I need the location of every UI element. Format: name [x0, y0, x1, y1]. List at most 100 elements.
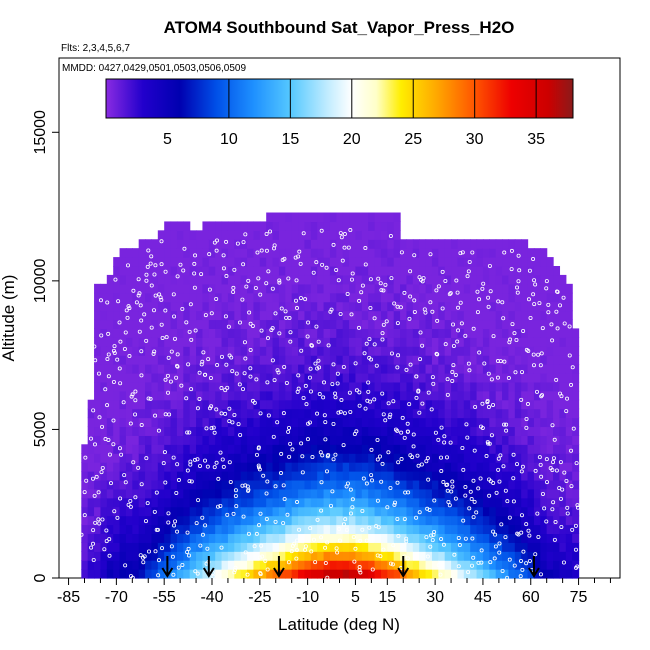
sample-point — [204, 426, 209, 431]
field-cell — [259, 257, 267, 267]
field-cell — [419, 266, 427, 276]
field-cell — [553, 497, 561, 508]
field-cell — [253, 497, 261, 508]
field-cell — [310, 479, 318, 490]
field-cell — [546, 515, 554, 526]
sample-point — [102, 547, 107, 552]
field-cell — [431, 364, 439, 374]
field-cell — [546, 355, 554, 365]
field-cell — [438, 471, 446, 481]
field-cell — [183, 533, 191, 543]
field-cell — [406, 310, 414, 321]
field-cell — [438, 239, 446, 249]
field-cell — [502, 417, 510, 428]
field-cell — [329, 399, 337, 410]
field-cell — [310, 560, 318, 570]
field-cell — [349, 337, 357, 347]
field-cell — [565, 497, 573, 508]
field-cell — [387, 319, 395, 329]
field-cell — [502, 506, 510, 517]
field-cell — [215, 488, 223, 499]
field-cell — [387, 328, 395, 338]
colorbar-tick-label: 25 — [404, 131, 422, 148]
field-cell — [361, 248, 369, 258]
field-cell — [151, 417, 159, 428]
field-cell — [368, 328, 376, 338]
field-cell — [425, 266, 433, 276]
sample-point — [292, 541, 297, 546]
sample-point — [463, 333, 468, 338]
sample-point — [420, 401, 425, 406]
field-cell — [106, 372, 114, 383]
field-cell — [482, 426, 490, 436]
sample-point — [198, 543, 203, 548]
field-cell — [310, 462, 318, 472]
field-cell — [240, 239, 248, 249]
field-cell — [125, 426, 133, 436]
field-cell — [304, 274, 312, 285]
sample-point — [475, 310, 480, 315]
field-cell — [304, 355, 312, 365]
field-cell — [329, 506, 337, 517]
field-cell — [215, 266, 223, 276]
field-cell — [81, 444, 89, 454]
field-cell — [514, 355, 522, 365]
field-cell — [164, 417, 172, 428]
field-cell — [196, 479, 204, 490]
sample-point — [326, 452, 331, 457]
field-cell — [310, 515, 318, 526]
sample-point — [535, 389, 540, 394]
sample-point — [562, 470, 567, 475]
field-cell — [419, 364, 427, 374]
field-cell — [266, 462, 274, 472]
field-cell — [317, 328, 325, 338]
sample-point — [426, 477, 431, 482]
field-cell — [495, 542, 503, 552]
field-cell — [393, 408, 401, 419]
field-cell — [183, 230, 191, 240]
sample-point — [261, 473, 266, 478]
field-cell — [463, 381, 471, 392]
sample-point — [348, 228, 353, 233]
field-cell — [489, 417, 497, 428]
sample-point — [334, 267, 339, 272]
field-cell — [323, 257, 331, 267]
field-cell — [202, 399, 210, 410]
field-cell — [132, 479, 140, 490]
field-cell — [553, 399, 561, 410]
sample-point — [236, 422, 241, 427]
sample-point — [282, 497, 287, 502]
sample-point — [178, 262, 183, 267]
sample-point — [145, 264, 150, 269]
field-cell — [132, 355, 140, 365]
field-cell — [208, 533, 216, 543]
field-cell — [336, 533, 344, 543]
sample-point — [480, 425, 485, 430]
field-cell — [119, 435, 127, 445]
field-cell — [151, 328, 159, 338]
sample-point — [224, 362, 229, 367]
colorbar-dividers — [228, 79, 537, 118]
field-cell — [132, 471, 140, 481]
field-cell — [304, 248, 312, 258]
field-cell — [189, 355, 197, 365]
sample-point — [214, 460, 219, 465]
field-cell — [374, 488, 382, 499]
field-cell — [489, 560, 497, 570]
field-cell — [81, 462, 89, 472]
field-cell — [285, 560, 293, 570]
field-cell — [234, 372, 242, 383]
field-cell — [189, 399, 197, 410]
field-cell — [444, 381, 452, 392]
sample-point — [209, 311, 214, 316]
sample-point — [491, 529, 496, 534]
sample-point — [203, 372, 208, 377]
sample-point — [131, 288, 136, 293]
field-cell — [533, 399, 541, 410]
field-cell — [368, 497, 376, 508]
sample-point — [380, 331, 385, 336]
field-cell — [266, 248, 274, 258]
field-cell — [476, 274, 484, 285]
field-cell — [227, 221, 235, 231]
field-cell — [329, 408, 337, 419]
